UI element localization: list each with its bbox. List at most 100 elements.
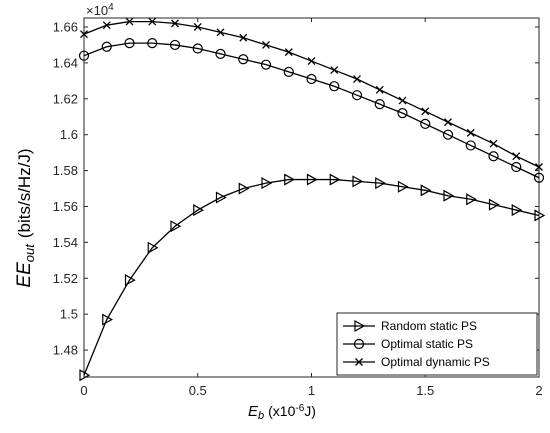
x-tick-label: 1 — [308, 383, 315, 398]
y-axis-title: EEout (bits/s/Hz/J) — [14, 148, 37, 287]
data-point — [125, 17, 134, 26]
data-point — [284, 48, 293, 57]
data-point — [442, 129, 454, 140]
data-point — [533, 172, 545, 183]
data-point — [238, 54, 249, 65]
legend-label: Optimal dynamic PS — [381, 355, 490, 369]
data-point — [329, 81, 340, 92]
data-point — [511, 204, 523, 217]
legend-marker — [353, 338, 365, 350]
data-point — [374, 99, 385, 110]
data-point — [444, 118, 452, 127]
data-point — [147, 38, 158, 49]
data-point — [101, 41, 112, 52]
data-point — [102, 313, 113, 326]
data-point — [375, 177, 386, 190]
data-point — [511, 161, 522, 173]
data-point — [489, 139, 498, 148]
y-axis-multiplier-base: ×10 — [86, 3, 108, 18]
x-tick-label: 0 — [80, 383, 87, 398]
legend: Random static PS Optimal static PS Optimal… — [336, 312, 538, 376]
data-point — [375, 85, 384, 94]
y-axis-title-sub: out — [22, 243, 37, 262]
data-point — [306, 73, 317, 85]
data-point — [80, 30, 88, 39]
data-point — [466, 193, 477, 206]
data-point — [147, 241, 159, 254]
legend-label: Optimal static PS — [381, 337, 473, 351]
data-point — [170, 220, 182, 233]
x-axis-title-sub: b — [258, 410, 264, 422]
data-point — [534, 209, 546, 222]
series-line — [83, 42, 540, 179]
x-tick-label: 1.5 — [416, 383, 434, 398]
data-point — [261, 177, 273, 190]
y-axis-multiplier-exp: 4 — [108, 2, 114, 13]
data-point — [397, 108, 408, 119]
data-point — [420, 118, 431, 130]
x-tick-label: 2 — [535, 383, 542, 398]
legend-marker — [354, 319, 366, 333]
x-axis-title-main: E — [248, 403, 259, 420]
data-point — [102, 21, 111, 30]
data-point — [398, 96, 407, 105]
data-point — [307, 57, 316, 66]
x-tick-label: 0.5 — [189, 383, 207, 398]
data-point — [260, 59, 272, 70]
data-point — [124, 38, 135, 49]
series-x — [80, 17, 543, 171]
data-point — [193, 204, 204, 217]
data-point — [78, 50, 90, 61]
data-point — [215, 191, 227, 204]
y-axis-title-main: EE — [14, 262, 35, 288]
data-point — [351, 90, 363, 101]
data-point — [420, 184, 432, 197]
y-axis-ticks: 1.48 1.5 1.52 1.54 1.56 1.58 1.6 1.62 1.64 1.66 — [53, 19, 539, 358]
data-point — [330, 66, 339, 75]
x-axis-title: Eb (x10-6J) — [248, 403, 316, 422]
legend-item: Optimal dynamic PS — [343, 355, 490, 369]
x-axis-title-unit-exp: -6 — [295, 403, 304, 414]
y-tick-label: 1.62 — [53, 91, 78, 106]
y-axis-multiplier: ×104 — [86, 2, 114, 18]
data-point — [535, 163, 543, 171]
y-tick-label: 1.54 — [53, 235, 78, 250]
data-point — [421, 107, 430, 116]
series-circle — [78, 38, 545, 183]
series-line — [83, 178, 540, 376]
data-point — [443, 189, 455, 202]
data-point — [397, 180, 409, 193]
x-axis-title-unit-pre: (x10 — [268, 403, 295, 419]
data-point — [238, 182, 250, 195]
data-point — [262, 40, 270, 49]
y-tick-label: 1.58 — [53, 163, 78, 178]
data-point — [329, 173, 341, 186]
data-point — [216, 28, 225, 37]
data-point — [171, 19, 179, 28]
data-point — [306, 173, 318, 186]
data-point — [284, 173, 295, 186]
data-point — [283, 66, 294, 77]
data-point — [353, 75, 361, 83]
series-triangle-right — [79, 173, 546, 382]
data-point — [466, 128, 475, 137]
data-point — [512, 152, 521, 161]
y-tick-label: 1.56 — [53, 199, 78, 214]
data-point — [192, 43, 203, 54]
data-point — [488, 198, 500, 211]
legend-item: Optimal static PS — [343, 337, 473, 351]
y-tick-label: 1.64 — [53, 55, 78, 70]
data-point — [193, 23, 202, 31]
series-layer — [78, 17, 546, 382]
data-point — [124, 274, 136, 287]
data-point — [215, 48, 226, 60]
data-point — [488, 151, 499, 162]
data-point — [239, 33, 248, 42]
x-axis-title-unit-post: J) — [304, 403, 316, 419]
y-tick-label: 1.5 — [60, 307, 78, 322]
y-axis-title-unit: (bits/s/Hz/J) — [15, 148, 34, 238]
data-point — [148, 17, 157, 26]
data-point — [169, 39, 181, 51]
